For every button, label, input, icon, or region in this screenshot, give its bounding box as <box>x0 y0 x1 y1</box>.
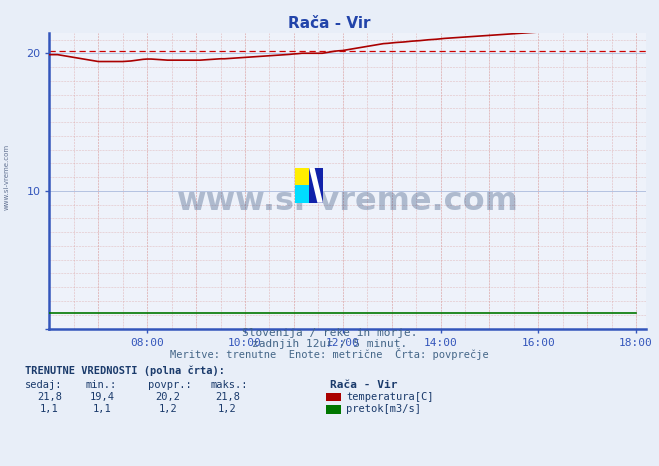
Text: min.:: min.: <box>86 380 117 390</box>
Bar <box>295 168 309 185</box>
Text: Rača - Vir: Rača - Vir <box>288 16 371 31</box>
Bar <box>295 185 309 203</box>
Text: 19,4: 19,4 <box>90 392 115 402</box>
Text: povpr.:: povpr.: <box>148 380 192 390</box>
Text: sedaj:: sedaj: <box>25 380 63 390</box>
Text: Rača - Vir: Rača - Vir <box>330 380 397 390</box>
Text: pretok[m3/s]: pretok[m3/s] <box>346 404 421 414</box>
Text: 1,2: 1,2 <box>218 404 237 414</box>
Text: 1,1: 1,1 <box>93 404 111 414</box>
Text: zadnjih 12ur / 5 minut.: zadnjih 12ur / 5 minut. <box>252 339 407 349</box>
Text: 21,8: 21,8 <box>215 392 240 402</box>
Text: 20,2: 20,2 <box>156 392 181 402</box>
Text: 1,1: 1,1 <box>40 404 59 414</box>
Bar <box>309 168 323 203</box>
Text: TRENUTNE VREDNOSTI (polna črta):: TRENUTNE VREDNOSTI (polna črta): <box>25 365 225 376</box>
Text: 1,2: 1,2 <box>159 404 177 414</box>
Text: www.si-vreme.com: www.si-vreme.com <box>177 186 519 217</box>
Text: 21,8: 21,8 <box>37 392 62 402</box>
Text: temperatura[C]: temperatura[C] <box>346 392 434 402</box>
Text: www.si-vreme.com: www.si-vreme.com <box>3 144 10 210</box>
Text: Slovenija / reke in morje.: Slovenija / reke in morje. <box>242 329 417 338</box>
Text: maks.:: maks.: <box>211 380 248 390</box>
Text: Meritve: trenutne  Enote: metrične  Črta: povprečje: Meritve: trenutne Enote: metrične Črta: … <box>170 348 489 360</box>
Polygon shape <box>309 168 323 203</box>
